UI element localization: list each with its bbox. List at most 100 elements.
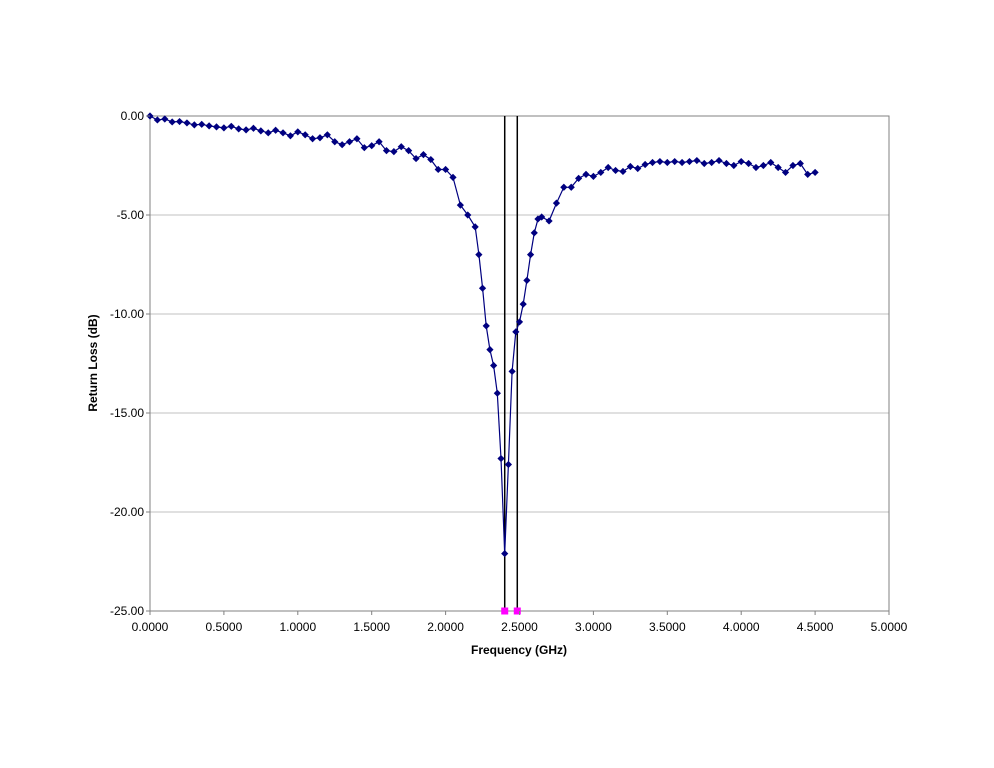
- data-point: [774, 163, 782, 172]
- data-point: [242, 126, 250, 134]
- data-point: [490, 361, 498, 370]
- data-point: [641, 160, 649, 169]
- data-point: [235, 125, 243, 133]
- data-point: [323, 131, 331, 139]
- data-point: [308, 135, 317, 143]
- data-point: [272, 126, 280, 134]
- data-point: [545, 217, 553, 225]
- data-point: [648, 158, 657, 167]
- data-point: [286, 132, 295, 140]
- data-point: [589, 172, 597, 180]
- data-point: [582, 170, 590, 179]
- data-point: [626, 162, 634, 171]
- data-point: [744, 159, 753, 168]
- data-point: [475, 251, 483, 259]
- x-tick-label: 0.5000: [206, 620, 243, 634]
- data-point: [456, 201, 464, 209]
- data-point: [708, 158, 716, 167]
- data-point: [611, 166, 620, 175]
- data-point: [700, 159, 708, 168]
- data-point: [497, 454, 505, 463]
- data-point: [523, 276, 531, 284]
- band-edge-marker: [501, 607, 509, 615]
- x-tick-label: 2.5000: [501, 620, 538, 634]
- data-point: [722, 159, 731, 168]
- data-point: [301, 131, 309, 139]
- data-point: [504, 460, 513, 469]
- data-point: [464, 211, 472, 219]
- data-point: [678, 158, 686, 167]
- plot-area: [149, 115, 890, 612]
- data-point: [316, 134, 324, 142]
- band-edge-marker: [513, 607, 521, 615]
- y-tick-label: -15.00: [110, 406, 144, 420]
- data-point: [382, 147, 391, 155]
- data-point: [478, 284, 487, 292]
- data-point: [737, 157, 745, 166]
- data-point: [279, 129, 287, 137]
- data-point: [390, 148, 398, 156]
- data-point: [656, 157, 664, 166]
- data-point: [442, 165, 450, 174]
- x-tick-label: 3.5000: [649, 620, 686, 634]
- data-point: [508, 367, 516, 376]
- x-tick-label: 4.5000: [797, 620, 834, 634]
- data-point: [419, 151, 428, 159]
- data-point: [538, 213, 546, 221]
- x-tick-label: 0.0000: [132, 620, 169, 634]
- data-point: [257, 127, 265, 135]
- data-point: [693, 156, 701, 165]
- data-point: [530, 229, 538, 237]
- data-point: [519, 300, 527, 308]
- data-point: [663, 158, 671, 167]
- data-point: [190, 121, 198, 129]
- x-tick-label: 3.0000: [575, 620, 612, 634]
- data-point: [183, 119, 191, 127]
- data-point: [227, 122, 235, 130]
- data-point: [671, 157, 679, 166]
- data-point: [767, 158, 775, 167]
- data-point: [161, 115, 169, 123]
- data-point: [730, 161, 738, 170]
- data-point: [294, 128, 302, 136]
- data-point: [486, 346, 494, 354]
- band-edge-markers: [501, 116, 521, 615]
- data-point: [597, 168, 605, 177]
- data-point: [212, 123, 221, 131]
- data-point: [752, 163, 760, 172]
- x-tick-label: 1.0000: [279, 620, 316, 634]
- y-tick-label: 0.00: [121, 109, 145, 123]
- data-point: [619, 167, 627, 176]
- data-point: [205, 122, 213, 130]
- y-tick-label: -20.00: [110, 505, 144, 519]
- grid-lines: [150, 214, 889, 513]
- x-tick-label: 2.0000: [427, 620, 464, 634]
- data-point: [168, 118, 176, 126]
- data-point: [634, 164, 642, 173]
- data-point: [759, 161, 767, 170]
- data-point: [552, 199, 561, 207]
- data-point: [534, 215, 542, 223]
- data-point: [781, 168, 790, 177]
- y-axis-ticks: 0.00 -5.00 -10.00 -15.00 -20.00 -25.00: [110, 109, 150, 618]
- data-point: [685, 157, 694, 166]
- data-point: [471, 223, 479, 231]
- data-point: [604, 163, 612, 172]
- data-point: [449, 173, 457, 181]
- data-point: [264, 129, 272, 137]
- data-point: [368, 142, 376, 150]
- data-point: [811, 168, 819, 177]
- data-point: [434, 165, 442, 174]
- data-point: [353, 135, 361, 143]
- data-point: [198, 120, 206, 128]
- x-axis-title: Frequency (GHz): [471, 643, 567, 657]
- series-line: [149, 115, 816, 554]
- data-point: [493, 389, 501, 397]
- data-point: [375, 138, 383, 146]
- series-return-loss: [146, 112, 819, 558]
- x-tick-label: 5.0000: [871, 620, 908, 634]
- data-point: [220, 124, 228, 132]
- data-point: [501, 549, 509, 558]
- data-point: [345, 138, 354, 146]
